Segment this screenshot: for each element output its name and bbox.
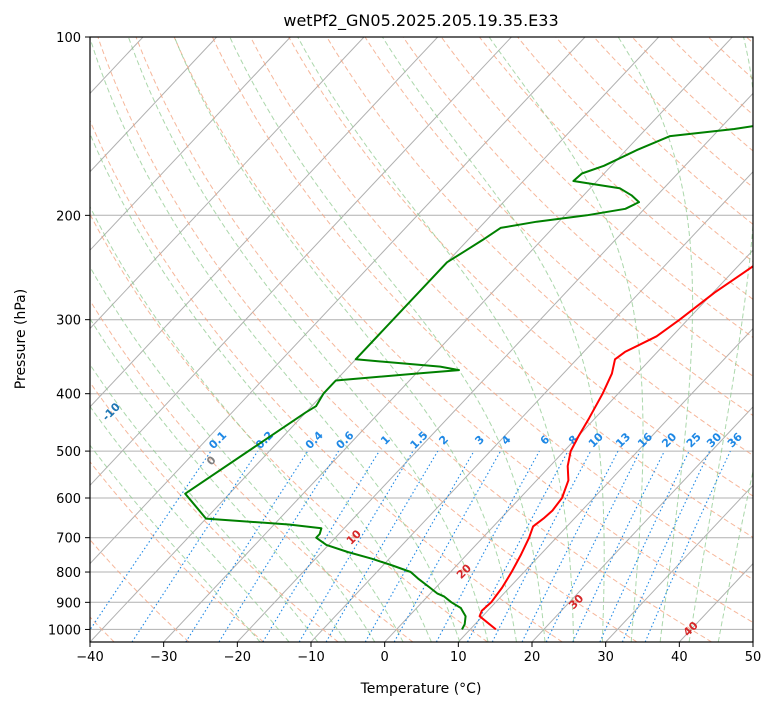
x-tick-label: −20 bbox=[224, 650, 251, 665]
mixing-ratio-line bbox=[132, 451, 258, 642]
mixing-ratio-line bbox=[645, 451, 730, 642]
mixing-ratio-label: 30 bbox=[704, 430, 724, 450]
y-tick-label: 900 bbox=[56, 596, 81, 611]
mixing-ratio-line bbox=[186, 451, 308, 642]
isotherm-line bbox=[606, 37, 775, 642]
plot-area: 0.10.20.40.611.52346810131620253036-100-… bbox=[0, 22, 775, 642]
moist-adiabat-line bbox=[0, 37, 260, 642]
moist-adiabat-line bbox=[0, 37, 289, 642]
dry-adiabat-line bbox=[747, 37, 775, 642]
y-tick-label: 100 bbox=[56, 31, 81, 46]
isotherm-line bbox=[0, 37, 69, 642]
dry-adiabat-label: 10 bbox=[344, 527, 364, 547]
mixing-ratio-label: 1 bbox=[378, 433, 393, 448]
isotherm-line bbox=[679, 37, 775, 642]
dry-adiabat-line bbox=[479, 37, 775, 642]
mixing-ratio-label: 0.4 bbox=[303, 429, 326, 452]
y-tick-label: 300 bbox=[56, 314, 81, 329]
isotherm-line bbox=[385, 37, 775, 642]
dry-adiabat-line bbox=[403, 37, 775, 642]
y-tick-label: 200 bbox=[56, 209, 81, 224]
isotherm-line bbox=[0, 37, 511, 642]
y-axis-label: Pressure (hPa) bbox=[13, 289, 29, 389]
y-tick-label: 600 bbox=[56, 492, 81, 507]
mixing-ratio-line bbox=[492, 451, 590, 642]
mixing-ratio-label: 0.1 bbox=[206, 429, 229, 452]
y-tick-label: 1000 bbox=[48, 623, 81, 638]
mixing-ratio-line bbox=[219, 451, 339, 642]
moist-adiabat-line bbox=[128, 37, 488, 642]
x-tick-label: 10 bbox=[450, 650, 467, 665]
dry-adiabat-line bbox=[22, 37, 488, 642]
mixing-ratio-line bbox=[468, 451, 569, 642]
moist-adiabat-line bbox=[489, 37, 643, 642]
mixing-ratio-line bbox=[263, 451, 380, 642]
mixing-ratio-label: 1.5 bbox=[408, 429, 431, 452]
dry-adiabat-line bbox=[0, 37, 413, 642]
mixing-ratio-label: 13 bbox=[613, 430, 633, 450]
isotherm-line bbox=[0, 37, 290, 642]
x-tick-label: −40 bbox=[76, 650, 103, 665]
mixing-ratio-label: 16 bbox=[635, 430, 655, 450]
y-tick-label: 800 bbox=[56, 566, 81, 581]
x-axis-label: Temperature (°C) bbox=[360, 681, 482, 697]
x-tick-label: 50 bbox=[745, 650, 762, 665]
moist-adiabat-line bbox=[382, 37, 604, 642]
moist-adiabat-line bbox=[230, 37, 545, 642]
dry-adiabat-label: -20 bbox=[29, 381, 52, 404]
moist-adiabat-line bbox=[0, 37, 318, 642]
isotherm-line bbox=[164, 37, 733, 642]
dry-adiabat-line bbox=[441, 37, 775, 642]
isotherm-line bbox=[0, 37, 438, 642]
x-tick-label: 0 bbox=[381, 650, 389, 665]
mixing-ratio-label: 3 bbox=[472, 433, 487, 448]
x-tick-label: 20 bbox=[524, 650, 541, 665]
y-tick-label: 400 bbox=[56, 388, 81, 403]
mixing-ratio-line bbox=[600, 451, 689, 642]
isotherm-line bbox=[16, 37, 585, 642]
x-tick-label: −30 bbox=[150, 650, 177, 665]
x-tick-label: 30 bbox=[597, 650, 614, 665]
dry-adiabat-line bbox=[670, 37, 775, 642]
isotherm-line bbox=[237, 37, 775, 642]
dry-adiabat-line bbox=[174, 37, 775, 642]
moist-adiabat-line bbox=[0, 37, 346, 642]
mixing-ratio-label: 25 bbox=[684, 430, 704, 450]
x-tick-label: 40 bbox=[671, 650, 688, 665]
mixing-ratio-label: 20 bbox=[659, 430, 679, 450]
x-tick-label: −10 bbox=[297, 650, 324, 665]
dry-adiabat-label: -10 bbox=[100, 400, 123, 423]
dry-adiabat-line bbox=[289, 37, 775, 642]
isotherm-line bbox=[753, 37, 775, 642]
mixing-ratio-line bbox=[326, 451, 438, 642]
plot-frame bbox=[90, 37, 753, 642]
isotherm-line bbox=[0, 37, 217, 642]
mixing-ratio-label: 2 bbox=[436, 433, 451, 448]
moist-adiabat-line bbox=[618, 37, 692, 642]
chart-title: wetPf2_GN05.2025.205.19.35.E33 bbox=[283, 11, 558, 31]
moist-adiabat-line bbox=[2, 37, 375, 642]
y-tick-label: 500 bbox=[56, 445, 81, 460]
mixing-ratio-label: 10 bbox=[586, 430, 606, 450]
y-tick-label: 700 bbox=[56, 532, 81, 547]
mixing-ratio-label: 0.6 bbox=[334, 429, 357, 452]
mixing-ratio-line bbox=[573, 451, 665, 642]
